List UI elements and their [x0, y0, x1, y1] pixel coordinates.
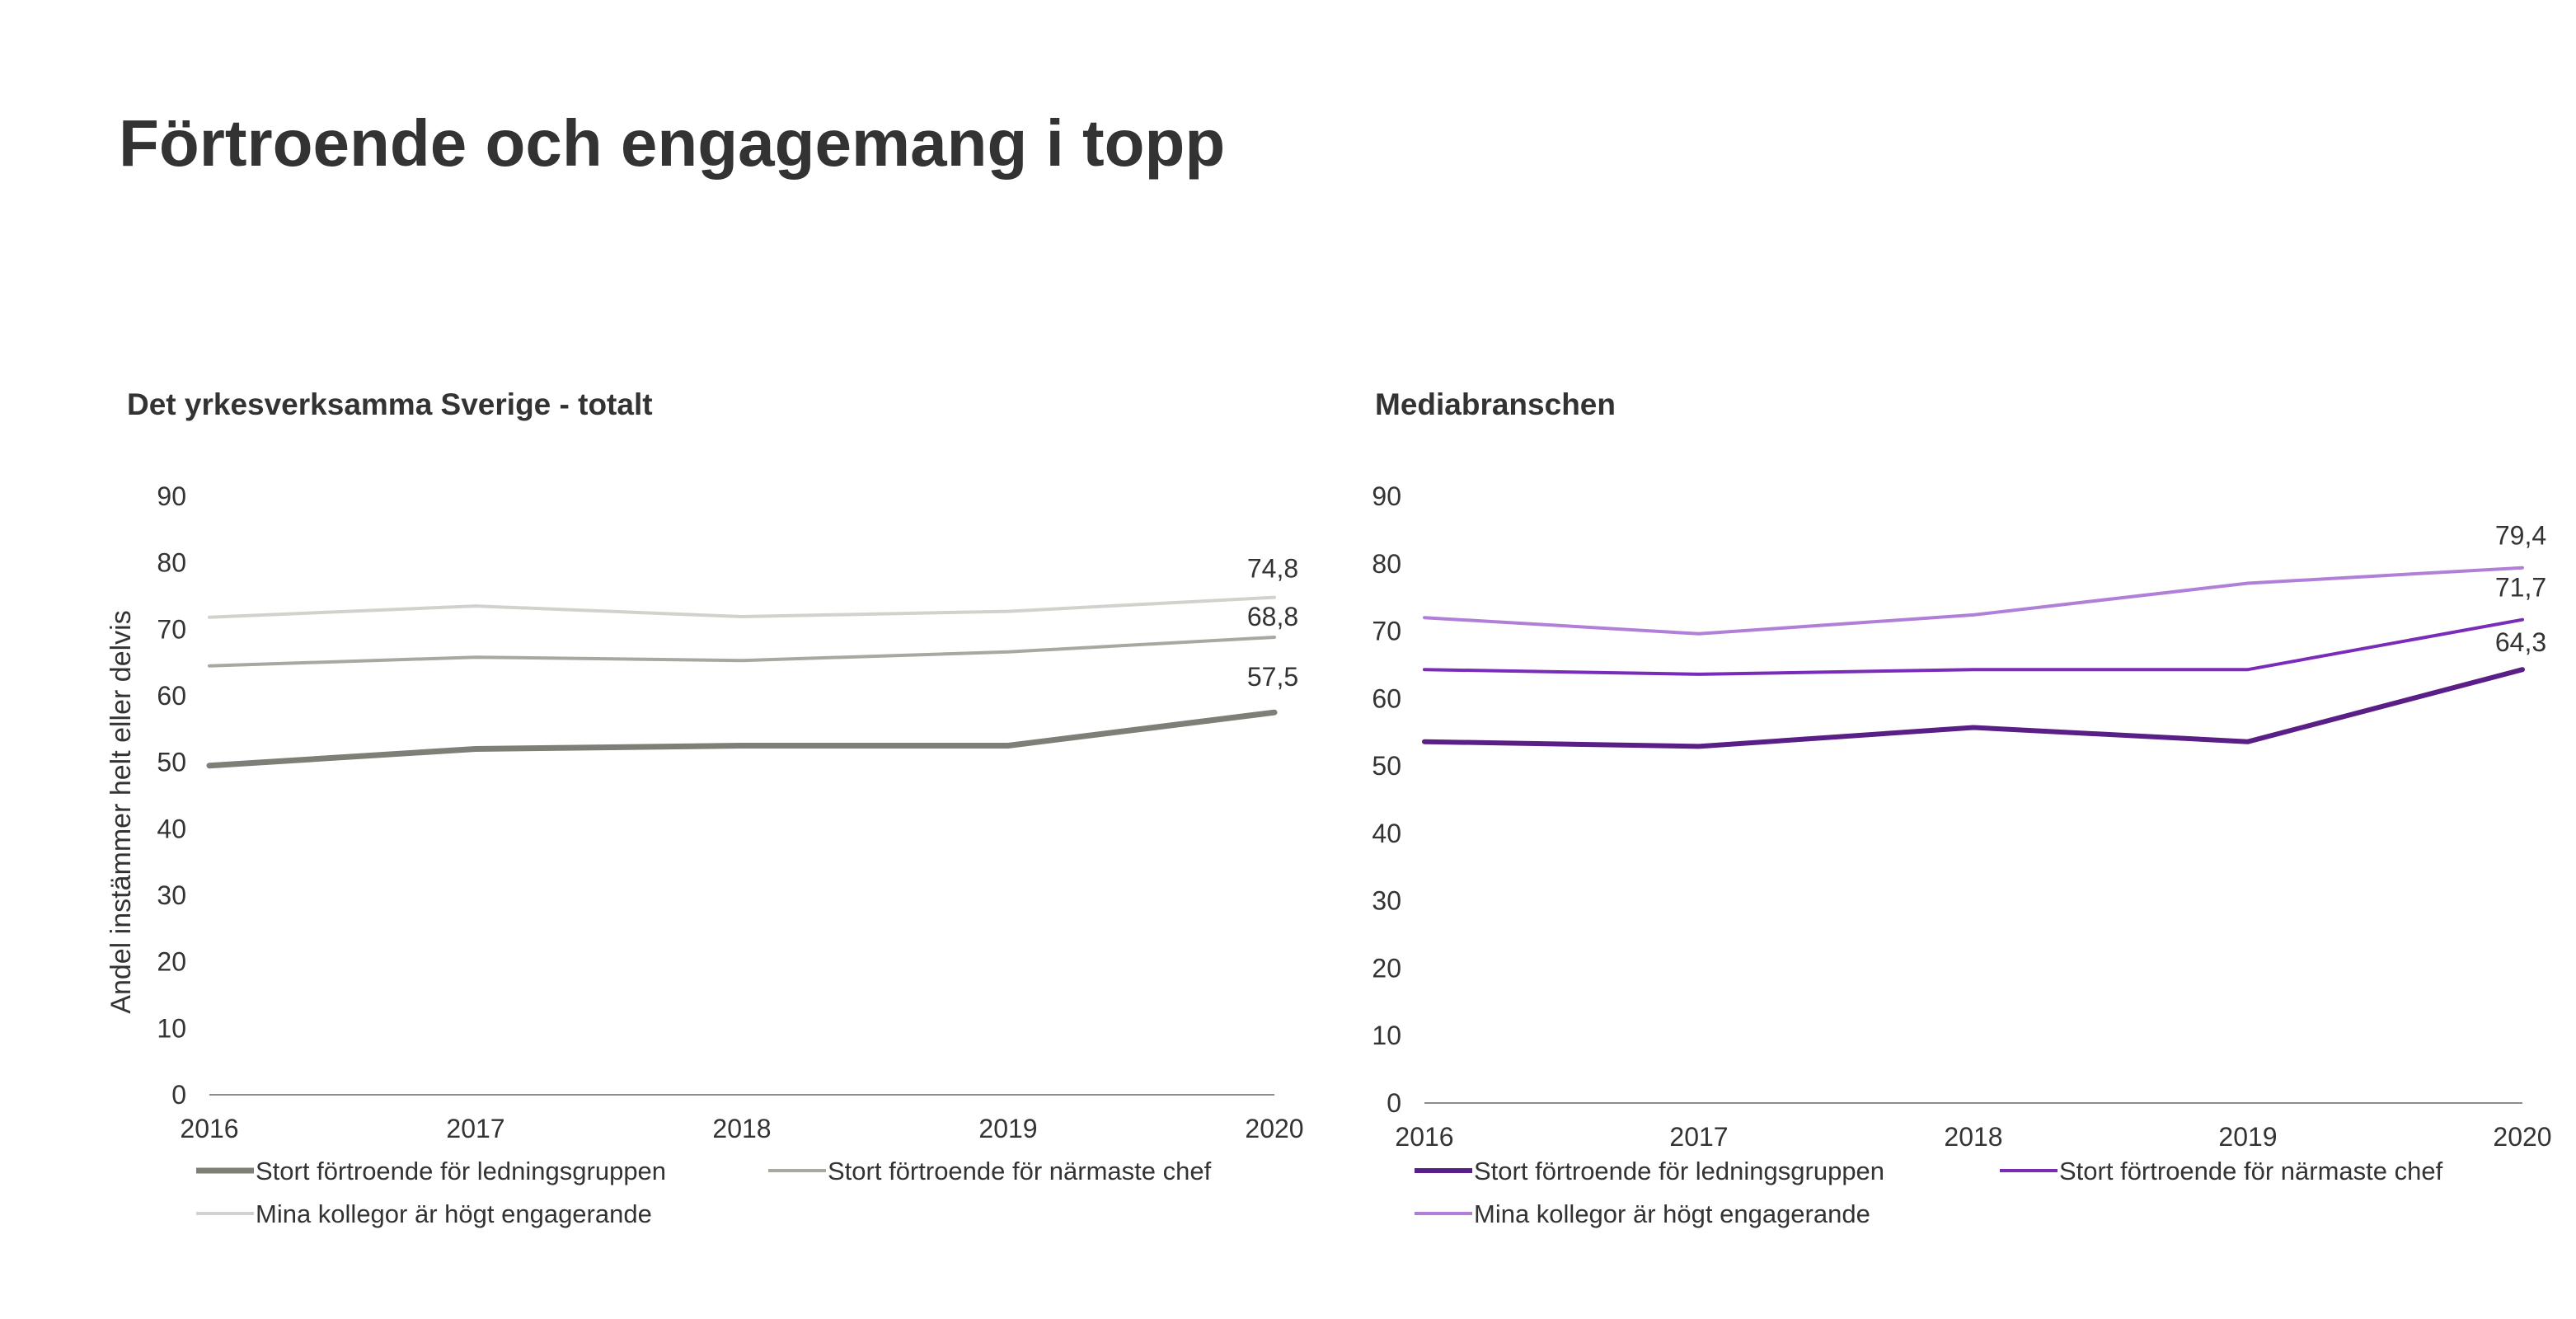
y-tick-label: 20 [1372, 953, 1401, 983]
y-tick-label: 90 [157, 481, 186, 511]
y-tick-label: 10 [157, 1013, 186, 1043]
y-tick-label: 0 [171, 1080, 186, 1110]
data-label: 74,8 [1247, 554, 1298, 584]
legend-label: Mina kollegor är högt engagerande [1474, 1199, 1870, 1228]
legend-item: Stort förtroende för närmaste chef [2000, 1157, 2443, 1185]
series-line-2 [1423, 617, 2524, 676]
legend-label: Stort förtroende för närmaste chef [2059, 1157, 2443, 1185]
y-tick-label: 60 [1372, 683, 1401, 713]
y-tick-label: 70 [1372, 617, 1401, 646]
y-axis-label: Andel instämmer helt eller delvis [106, 610, 137, 1013]
legend-label: Stort förtroende för ledningsgruppen [256, 1157, 666, 1185]
series-line-1 [1422, 667, 2525, 749]
page-title: Förtroende och engagemang i topp [119, 106, 1226, 180]
legend-label: Stort förtroende för närmaste chef [828, 1157, 1212, 1185]
chart-sweden-total: 0 10 20 30 40 50 60 70 80 90 2016 2017 2018 2019 2020 A… [106, 481, 1304, 1228]
y-tick-label: 90 [1372, 481, 1401, 511]
legend-item: Stort förtroende för ledningsgruppen [196, 1157, 666, 1185]
data-label: 68,8 [1247, 602, 1298, 631]
data-label: 57,5 [1247, 662, 1298, 692]
series-line-2 [208, 636, 1276, 668]
data-label: 79,4 [2495, 521, 2546, 551]
y-tick-label: 70 [157, 614, 186, 644]
chart-title-sweden-total: Det yrkesverksamma Sverige - totalt [127, 387, 653, 421]
y-tick-label: 0 [1387, 1088, 1401, 1118]
data-label: 64,3 [2495, 627, 2546, 657]
y-tick-label: 30 [1372, 886, 1401, 916]
x-tick-label: 2016 [180, 1114, 238, 1143]
y-tick-label: 10 [1372, 1021, 1401, 1050]
legend-item: Mina kollegor är högt engagerande [1415, 1199, 1870, 1228]
y-tick-label: 20 [157, 947, 186, 977]
data-label: 71,7 [2495, 573, 2546, 603]
x-tick-label: 2020 [1245, 1114, 1303, 1143]
x-tick-label: 2018 [1944, 1122, 2002, 1152]
y-tick-label: 40 [1372, 819, 1401, 848]
legend-item: Mina kollegor är högt engagerande [196, 1199, 652, 1228]
chart-title-media-industry: Mediabranschen [1375, 387, 1616, 421]
legend-item: Stort förtroende för närmaste chef [768, 1157, 1212, 1185]
y-tick-label: 80 [157, 548, 186, 578]
chart-media-industry: 0 10 20 30 40 50 60 70 80 90 2016 2017 2018 2019 2020 6… [1372, 481, 2551, 1228]
x-tick-label: 2020 [2493, 1122, 2551, 1152]
series-line-3 [208, 595, 1276, 619]
x-tick-label: 2019 [978, 1114, 1037, 1143]
legend-item: Stort förtroende för ledningsgruppen [1415, 1157, 1884, 1185]
x-tick-label: 2017 [1669, 1122, 1728, 1152]
series-line-3 [1423, 566, 2524, 636]
x-tick-label: 2018 [712, 1114, 771, 1143]
legend-label: Stort förtroende för ledningsgruppen [1474, 1157, 1884, 1185]
y-tick-label: 80 [1372, 549, 1401, 579]
y-tick-label: 30 [157, 880, 186, 910]
y-tick-label: 50 [157, 748, 186, 777]
x-tick-label: 2017 [446, 1114, 504, 1143]
legend-label: Mina kollegor är högt engagerande [256, 1199, 652, 1228]
y-tick-label: 60 [157, 681, 186, 711]
x-tick-label: 2019 [2218, 1122, 2277, 1152]
y-tick-label: 50 [1372, 751, 1401, 781]
x-tick-label: 2016 [1395, 1122, 1453, 1152]
series-line-1 [206, 709, 1278, 769]
y-tick-label: 40 [157, 814, 186, 843]
